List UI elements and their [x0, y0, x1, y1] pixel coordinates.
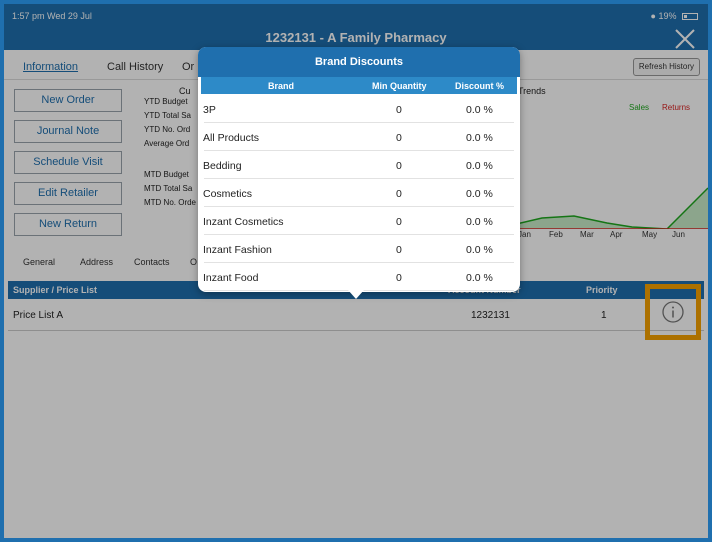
info-circle-icon[interactable] — [661, 300, 685, 324]
discount-value: 0.0 % — [466, 104, 493, 116]
tab-orders[interactable]: Or — [182, 61, 195, 73]
price-list-name: Price List A — [13, 310, 64, 321]
month-label: Jan — [518, 230, 531, 239]
col-priority: Priority — [586, 285, 618, 295]
trend-chart — [512, 187, 708, 229]
kpi-label: MTD Budget — [144, 170, 189, 179]
list-item[interactable]: Inzant Cosmetics 0 0.0 % — [198, 207, 520, 235]
wifi-icon: ● — [650, 11, 656, 21]
min-quantity: 0 — [396, 104, 402, 116]
col-min-quantity: Min Quantity — [372, 81, 427, 91]
month-label: May — [642, 230, 658, 239]
schedule-visit-button[interactable]: Schedule Visit — [14, 151, 122, 174]
edit-retailer-button[interactable]: Edit Retailer — [14, 182, 122, 205]
legend-returns: Returns — [662, 103, 691, 112]
brand-name: 3P — [203, 104, 216, 116]
min-quantity: 0 — [396, 160, 402, 172]
table-row[interactable]: Price List A 1232131 1 — [8, 299, 704, 331]
col-brand: Brand — [268, 81, 295, 91]
tab-information[interactable]: Information — [23, 61, 79, 73]
list-item[interactable]: 3P 0 0.0 % — [198, 95, 520, 123]
min-quantity: 0 — [396, 132, 402, 144]
brand-name: Inzant Food — [203, 272, 259, 284]
brand-name: Inzant Cosmetics — [203, 216, 284, 228]
discount-value: 0.0 % — [466, 272, 493, 284]
subtab-contacts[interactable]: Contacts — [134, 257, 170, 267]
popover-column-header: Brand Min Quantity Discount % — [201, 77, 517, 94]
min-quantity: 0 — [396, 188, 402, 200]
account-number: 1232131 — [471, 310, 510, 321]
page-title: 1232131 - A Family Pharmacy — [265, 30, 447, 45]
subtab-other[interactable]: O — [190, 257, 198, 267]
customer-summary-heading: Cu — [179, 86, 191, 96]
status-bar: 1:57 pm Wed 29 Jul ● 19% — [4, 4, 708, 26]
min-quantity: 0 — [396, 216, 402, 228]
col-discount: Discount % — [455, 81, 505, 91]
brand-discounts-popover: Brand Discounts Brand Min Quantity Disco… — [198, 47, 520, 292]
brand-name: Cosmetics — [203, 188, 253, 200]
popover-title: Brand Discounts — [198, 47, 520, 77]
month-label: Mar — [580, 230, 594, 239]
col-supplier-price-list: Supplier / Price List — [13, 285, 98, 295]
title-bar: 1232131 - A Family Pharmacy — [4, 26, 708, 50]
sales-area — [512, 188, 708, 229]
min-quantity: 0 — [396, 244, 402, 256]
min-quantity: 0 — [396, 272, 402, 284]
discount-value: 0.0 % — [466, 244, 493, 256]
month-label: Apr — [610, 230, 623, 239]
kpi-label: Average Ord — [144, 139, 190, 148]
sub-tabs: General Address Contacts O — [4, 250, 708, 274]
kpi-label: MTD Total Sa — [144, 184, 193, 193]
discount-value: 0.0 % — [466, 160, 493, 172]
discount-value: 0.0 % — [466, 216, 493, 228]
popover-arrow — [348, 290, 364, 299]
subtab-general[interactable]: General — [23, 257, 56, 267]
info-highlight — [645, 284, 701, 340]
battery-icon — [682, 13, 698, 20]
priority-value: 1 — [601, 310, 607, 321]
sales-line — [512, 187, 708, 229]
kpi-label: YTD Total Sa — [144, 111, 191, 120]
list-item[interactable]: Inzant Fashion 0 0.0 % — [198, 235, 520, 263]
journal-note-button[interactable]: Journal Note — [14, 120, 122, 143]
legend-sales: Sales — [629, 103, 650, 112]
month-label: Feb — [549, 230, 563, 239]
trends-title: Trends — [518, 86, 546, 96]
kpi-label: YTD Budget — [144, 97, 188, 106]
battery-indicator: ● 19% — [651, 11, 698, 21]
list-item[interactable]: Cosmetics 0 0.0 % — [198, 179, 520, 207]
new-return-button[interactable]: New Return — [14, 213, 122, 236]
kpi-label: MTD No. Orde — [144, 198, 197, 207]
brand-name: All Products — [203, 132, 260, 144]
discount-value: 0.0 % — [466, 188, 493, 200]
status-time: 1:57 pm Wed 29 Jul — [12, 11, 92, 21]
list-item[interactable]: All Products 0 0.0 % — [198, 123, 520, 151]
month-label: Jun — [672, 230, 685, 239]
brand-name: Inzant Fashion — [203, 244, 272, 256]
kpi-label: YTD No. Ord — [144, 125, 191, 134]
new-order-button[interactable]: New Order — [14, 89, 122, 112]
list-item[interactable]: Bedding 0 0.0 % — [198, 151, 520, 179]
refresh-history-button[interactable]: Refresh History — [632, 58, 700, 76]
subtab-address[interactable]: Address — [80, 257, 114, 267]
tab-call-history[interactable]: Call History — [107, 61, 164, 73]
battery-percent: 19% — [658, 11, 677, 21]
close-icon[interactable] — [672, 26, 698, 52]
brand-name: Bedding — [203, 160, 242, 172]
discount-value: 0.0 % — [466, 132, 493, 144]
list-item[interactable]: Inzant Food 0 0.0 % — [198, 263, 520, 291]
